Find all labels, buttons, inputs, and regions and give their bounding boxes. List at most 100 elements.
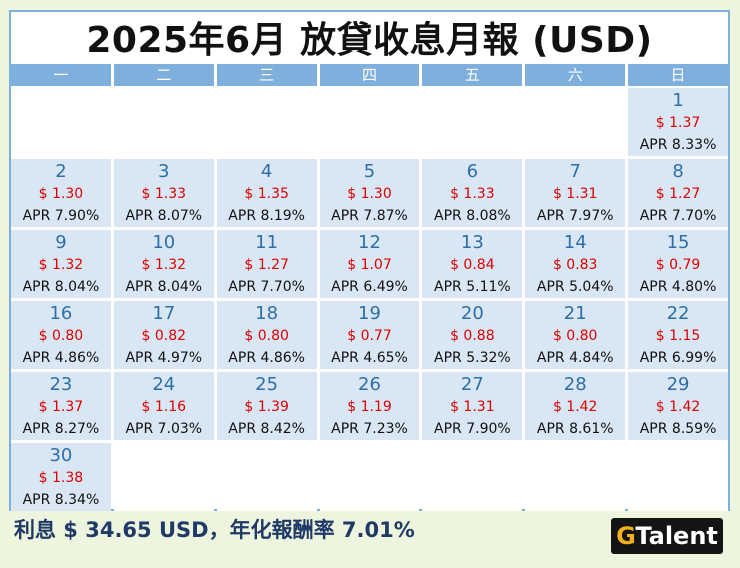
day-number: 11 [255, 232, 279, 253]
apr-rate: APR 7.23% [331, 421, 408, 437]
apr-rate: APR 7.90% [22, 208, 100, 224]
day-cell: 8 $ 1.27 APR 7.70% [628, 159, 728, 227]
day-number: 15 [666, 232, 690, 253]
day-cell: 17 $ 0.82 APR 4.97% [113, 301, 214, 369]
day-number: 7 [569, 161, 581, 182]
interest-amount: $ 0.83 [552, 257, 598, 273]
day-cell: 18 $ 0.80 APR 4.86% [216, 301, 317, 369]
day-number: 8 [672, 161, 684, 182]
day-number: 2 [55, 161, 67, 182]
day-cell: 30 $ 1.38 APR 8.34% [11, 443, 111, 511]
apr-rate: APR 8.08% [434, 208, 511, 224]
day-cell: 9 $ 1.32 APR 8.04% [11, 230, 111, 298]
interest-amount: $ 1.35 [244, 186, 289, 202]
interest-amount: $ 1.27 [655, 186, 701, 202]
day-cell: 10 $ 1.32 APR 8.04% [113, 230, 214, 298]
interest-amount: $ 1.33 [141, 186, 187, 202]
apr-rate: APR 6.99% [639, 350, 717, 366]
empty-cell [525, 88, 626, 156]
empty-cell [628, 443, 728, 511]
interest-amount: $ 1.33 [450, 186, 495, 202]
day-cell: 4 $ 1.35 APR 8.19% [216, 159, 317, 227]
interest-amount: $ 0.79 [655, 257, 701, 273]
interest-amount: $ 1.39 [244, 399, 289, 415]
gtalent-logo: GTalent [611, 518, 723, 554]
interest-amount: $ 0.80 [552, 328, 598, 344]
day-cell: 1 $ 1.37 APR 8.33% [628, 88, 728, 156]
day-cell: 12 $ 1.07 APR 6.49% [319, 230, 420, 298]
weekday-mon: 一 [11, 64, 111, 86]
day-number: 10 [152, 232, 176, 253]
day-number: 17 [152, 303, 176, 324]
interest-amount: $ 1.31 [552, 186, 598, 202]
interest-amount: $ 0.84 [450, 257, 495, 273]
day-number: 3 [158, 161, 170, 182]
empty-cell [11, 88, 111, 156]
day-cell: 6 $ 1.33 APR 8.08% [422, 159, 523, 227]
apr-rate: APR 8.42% [228, 421, 305, 437]
apr-rate: APR 7.03% [125, 421, 203, 437]
empty-cell [319, 88, 420, 156]
day-number: 26 [358, 374, 381, 395]
empty-cell [422, 88, 523, 156]
interest-amount: $ 1.30 [38, 186, 84, 202]
interest-amount: $ 1.32 [38, 257, 84, 273]
day-number: 21 [563, 303, 587, 324]
apr-rate: APR 5.32% [434, 350, 511, 366]
apr-rate: APR 8.27% [22, 421, 100, 437]
day-cell: 29 $ 1.42 APR 8.59% [628, 372, 728, 440]
day-number: 25 [255, 374, 279, 395]
weekday-header: 一 二 三 四 五 六 日 [11, 64, 728, 86]
interest-amount: $ 1.38 [38, 470, 84, 486]
day-cell: 11 $ 1.27 APR 7.70% [216, 230, 317, 298]
day-number: 23 [49, 374, 73, 395]
empty-cell [525, 443, 626, 511]
day-number: 4 [260, 161, 273, 182]
day-cell: 16 $ 0.80 APR 4.86% [11, 301, 111, 369]
day-cell: 3 $ 1.33 APR 8.07% [113, 159, 214, 227]
apr-rate: APR 4.65% [331, 350, 408, 366]
day-number: 14 [563, 232, 587, 253]
apr-rate: APR 7.70% [639, 208, 717, 224]
apr-rate: APR 7.87% [331, 208, 408, 224]
day-cell: 20 $ 0.88 APR 5.32% [422, 301, 523, 369]
interest-amount: $ 1.15 [655, 328, 701, 344]
empty-cell [422, 443, 523, 511]
interest-amount: $ 1.37 [38, 399, 84, 415]
interest-amount: $ 1.19 [347, 399, 392, 415]
apr-rate: APR 4.84% [536, 350, 614, 366]
day-cell: 24 $ 1.16 APR 7.03% [113, 372, 214, 440]
day-cell: 15 $ 0.79 APR 4.80% [628, 230, 728, 298]
day-cell: 22 $ 1.15 APR 6.99% [628, 301, 728, 369]
empty-cell [216, 88, 317, 156]
day-cell: 7 $ 1.31 APR 7.97% [525, 159, 626, 227]
day-number: 18 [255, 303, 279, 324]
day-number: 12 [358, 232, 381, 253]
apr-rate: APR 8.59% [639, 421, 717, 437]
interest-amount: $ 1.31 [450, 399, 495, 415]
day-number: 9 [55, 232, 67, 253]
interest-amount: $ 0.80 [38, 328, 84, 344]
day-number: 30 [49, 445, 73, 466]
logo-accent: G [616, 522, 636, 550]
apr-rate: APR 5.04% [536, 279, 614, 295]
day-number: 6 [466, 161, 479, 182]
logo-rest: Talent [635, 522, 718, 550]
day-number: 13 [460, 232, 484, 253]
apr-rate: APR 8.19% [228, 208, 305, 224]
apr-rate: APR 6.49% [331, 279, 408, 295]
day-cell: 13 $ 0.84 APR 5.11% [422, 230, 523, 298]
interest-amount: $ 1.42 [655, 399, 701, 415]
apr-rate: APR 7.97% [536, 208, 614, 224]
interest-amount: $ 1.32 [141, 257, 187, 273]
day-cell: 19 $ 0.77 APR 4.65% [319, 301, 420, 369]
calendar-card: 2025年6月 放貸收息月報 (USD) 一 二 三 四 五 六 日 1 $ 1.… [9, 10, 730, 511]
apr-rate: APR 8.61% [536, 421, 614, 437]
day-cell: 23 $ 1.37 APR 8.27% [11, 372, 111, 440]
empty-cell [319, 443, 420, 511]
interest-amount: $ 1.30 [347, 186, 392, 202]
day-number: 24 [152, 374, 176, 395]
interest-amount: $ 0.80 [244, 328, 289, 344]
weekday-sat: 六 [525, 64, 626, 86]
weekday-sun: 日 [628, 64, 728, 86]
